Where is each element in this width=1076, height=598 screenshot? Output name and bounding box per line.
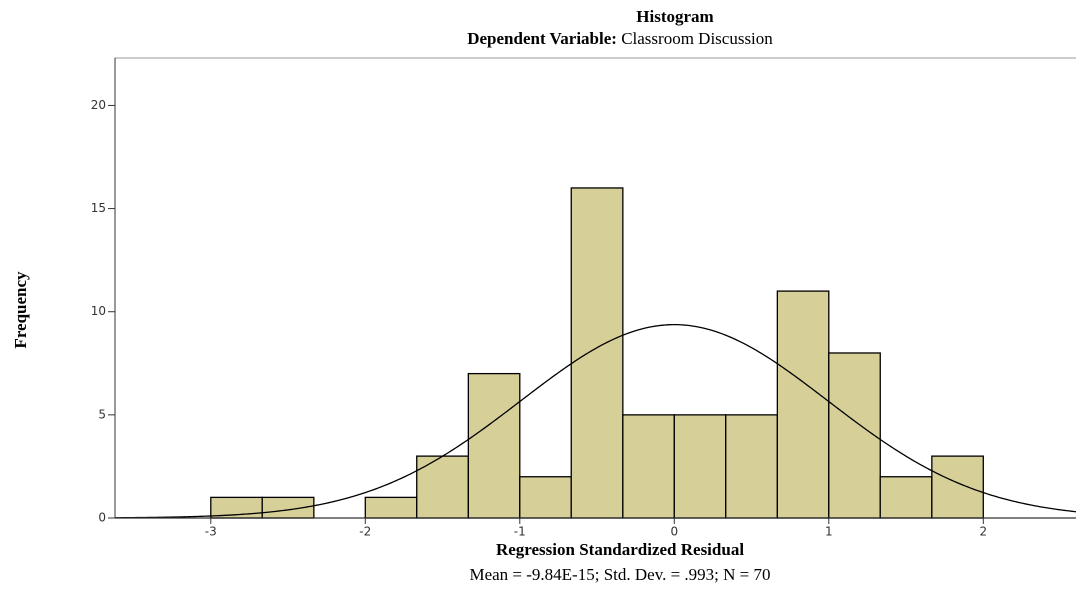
x-tick-label: -1 xyxy=(514,525,526,539)
x-tick-label: -2 xyxy=(359,525,371,539)
bar xyxy=(828,352,881,519)
y-tick-label: 15 xyxy=(91,201,106,215)
bar xyxy=(416,455,469,519)
chart-subtitle: Dependent Variable: Classroom Discussion xyxy=(467,29,773,48)
x-axis-label: Regression Standardized Residual xyxy=(496,540,744,559)
bar xyxy=(776,290,830,519)
y-tick-label: 5 xyxy=(98,407,106,421)
x-tick-label: 2 xyxy=(979,525,987,539)
bar xyxy=(673,414,727,519)
bar xyxy=(364,496,418,519)
bar xyxy=(725,414,778,519)
y-tick-label: 20 xyxy=(91,98,106,112)
bar xyxy=(622,414,675,519)
bar xyxy=(570,187,624,519)
bar xyxy=(467,372,521,519)
subtitle-text: Classroom Discussion xyxy=(621,29,773,48)
y-tick-label: 10 xyxy=(91,304,106,318)
bar xyxy=(931,455,984,519)
x-tick-label: -3 xyxy=(205,525,217,539)
bar xyxy=(519,476,572,519)
y-axis-label: Frequency xyxy=(11,271,30,349)
chart-title: Histogram xyxy=(636,7,713,26)
x-tick-label: 1 xyxy=(825,525,833,539)
subtitle-label: Dependent Variable: xyxy=(467,29,617,48)
y-tick-label: 0 xyxy=(98,511,106,525)
footnote: Mean = -9.84E-15; Std. Dev. = .993; N = … xyxy=(469,565,770,584)
x-tick-label: 0 xyxy=(670,525,678,539)
bar xyxy=(879,476,933,519)
normal-curve xyxy=(114,323,1076,519)
